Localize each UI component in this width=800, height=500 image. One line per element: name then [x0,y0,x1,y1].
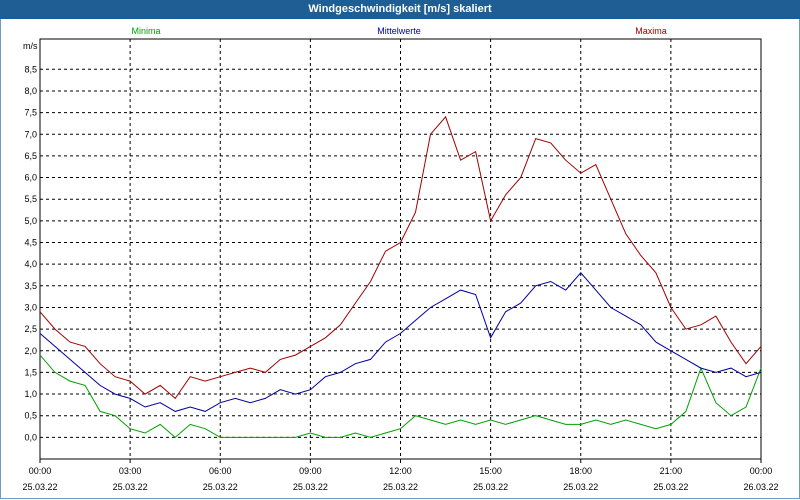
y-tick-label: 2,5 [24,324,37,334]
x-tick-time: 12:00 [389,466,412,476]
x-tick-time: 00:00 [29,466,52,476]
x-tick-time: 15:00 [479,466,502,476]
y-axis-label: m/s [23,41,38,51]
y-tick-label: 8,0 [24,86,37,96]
x-tick-date: 25.03.22 [22,482,57,492]
y-tick-label: 1,5 [24,367,37,377]
y-tick-label: 1,0 [24,389,37,399]
legend-maxima: Maxima [635,26,667,36]
x-tick-date: 25.03.22 [113,482,148,492]
y-axis: 0,0 0,5 1,0 1,5 2,0 2,5 3,0 3,5 4,0 4,5 5,0 5,5 6,0 6… [24,64,37,442]
x-tick-date: 26.03.22 [743,482,778,492]
chart-frame: 0,0 0,5 1,0 1,5 2,0 2,5 3,0 3,5 4,0 4,5 5,0 5,5 6,0 6… [0,19,800,499]
plot-area [39,115,762,439]
legend-mittelwerte: Mittelwerte [377,26,421,36]
y-tick-label: 0,0 [24,432,37,442]
x-tick-date: 25.03.22 [563,482,598,492]
window-title: Windgeschwindigkeit [m/s] skaliert [0,0,800,19]
x-tick-time: 00:00 [750,466,773,476]
y-tick-label: 0,5 [24,411,37,421]
series-line-maxima [39,115,762,400]
y-tick-label: 5,5 [24,194,37,204]
y-tick-label: 4,5 [24,238,37,248]
y-tick-label: 7,0 [24,129,37,139]
y-tick-label: 3,5 [24,281,37,291]
y-tick-label: 5,0 [24,216,37,226]
chart-grid [39,38,762,460]
series-line-mittelwerte [39,272,762,412]
x-tick-date: 25.03.22 [653,482,688,492]
x-tick-date: 25.03.22 [383,482,418,492]
y-tick-label: 6,0 [24,173,37,183]
chart: 0,0 0,5 1,0 1,5 2,0 2,5 3,0 3,5 4,0 4,5 5,0 5,5 6,0 6… [22,26,779,492]
x-tick-time: 03:00 [119,466,142,476]
x-axis: 00:00 25.03.22 03:00 25.03.22 06:00 25.03.22 0… [22,459,779,492]
x-tick-time: 06:00 [209,466,232,476]
x-tick-date: 25.03.22 [293,482,328,492]
x-tick-date: 25.03.22 [473,482,508,492]
series-line-minima [39,354,762,439]
x-tick-date: 25.03.22 [203,482,238,492]
y-tick-label: 4,0 [24,259,37,269]
y-tick-label: 8,5 [24,64,37,74]
y-tick-label: 7,5 [24,108,37,118]
x-tick-time: 09:00 [299,466,322,476]
y-tick-label: 3,0 [24,302,37,312]
x-tick-time: 18:00 [569,466,592,476]
legend-minima: Minima [131,26,160,36]
y-tick-label: 6,5 [24,151,37,161]
x-tick-time: 21:00 [660,466,683,476]
y-tick-label: 2,0 [24,346,37,356]
